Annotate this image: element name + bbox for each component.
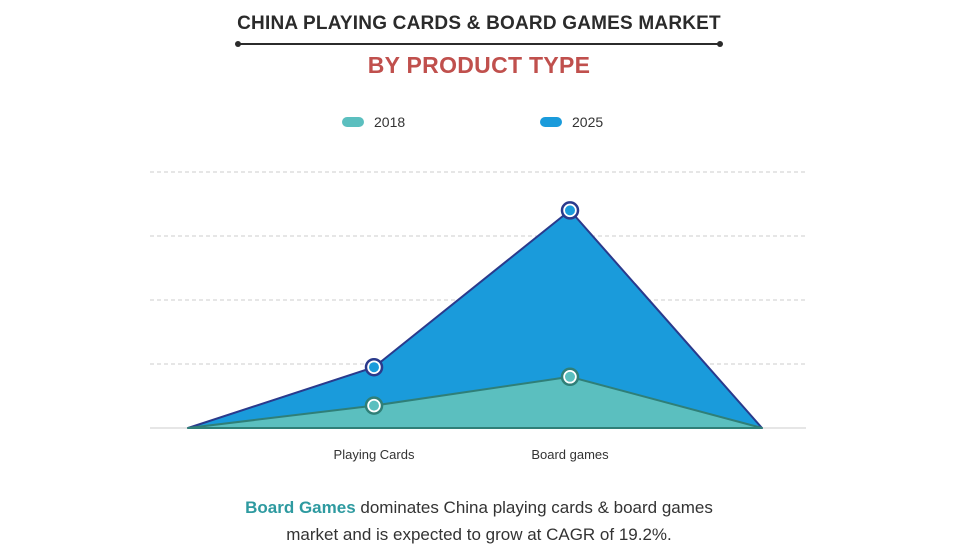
point-fill-2025-1 [565, 205, 575, 216]
point-fill-2018-0 [369, 400, 379, 411]
caption-line-1-text: dominates China playing cards & board ga… [355, 498, 713, 517]
chart-subtitle: BY PRODUCT TYPE [367, 52, 591, 78]
point-fill-2018-1 [565, 371, 575, 382]
caption-line-1: Board Games dominates China playing card… [0, 494, 958, 521]
area-chart: Playing Cards Board games [150, 171, 806, 462]
legend-label-2018: 2018 [374, 114, 406, 130]
x-tick-label-0: Playing Cards [334, 447, 415, 462]
title-underline [235, 41, 723, 47]
chart-caption: Board Games dominates China playing card… [0, 494, 958, 548]
x-tick-label-1: Board games [531, 447, 609, 462]
legend-item-2018: 2018 [342, 114, 405, 130]
legend-label-2025: 2025 [572, 114, 604, 130]
chart-title: CHINA PLAYING CARDS & BOARD GAMES MARKET [237, 13, 721, 34]
legend-swatch-2025 [540, 117, 562, 127]
legend-item-2025: 2025 [540, 114, 603, 130]
point-fill-2025-0 [369, 362, 379, 373]
legend-swatch-2018 [342, 117, 364, 127]
caption-highlight: Board Games [245, 498, 356, 517]
caption-line-2: market and is expected to grow at CAGR o… [286, 525, 672, 544]
